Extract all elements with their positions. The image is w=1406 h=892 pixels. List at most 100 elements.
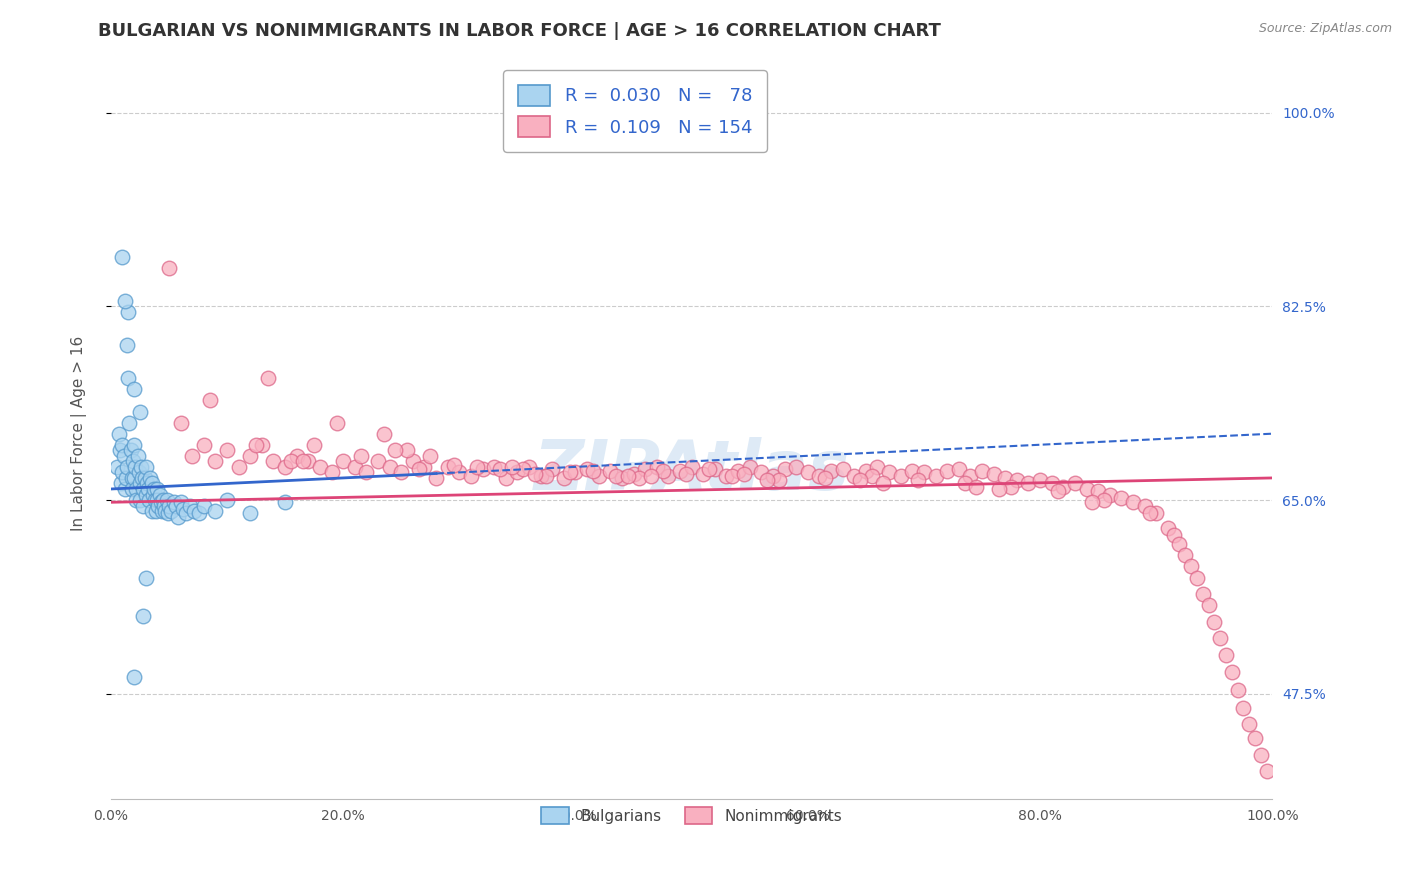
Point: [1256, 764, 1278, 779]
Point: [831, 462, 853, 476]
Point: [384, 443, 406, 458]
Point: [108, 426, 131, 441]
Point: [274, 459, 297, 474]
Point: [122, 471, 145, 485]
Point: [844, 468, 866, 483]
Point: [1076, 482, 1098, 496]
Point: [994, 471, 1017, 485]
Point: [692, 467, 714, 481]
Point: [141, 504, 163, 518]
Point: [860, 468, 883, 483]
Point: [135, 476, 157, 491]
Point: [131, 471, 153, 485]
Point: [901, 464, 924, 478]
Point: [1191, 587, 1213, 601]
Point: [449, 466, 471, 480]
Point: [146, 482, 169, 496]
Point: [1052, 480, 1074, 494]
Point: [1000, 480, 1022, 494]
Point: [153, 499, 176, 513]
Point: [983, 467, 1005, 481]
Point: [121, 471, 143, 485]
Point: [128, 476, 150, 491]
Point: [1092, 493, 1115, 508]
Point: [1204, 615, 1226, 629]
Point: [1215, 648, 1237, 662]
Point: [204, 454, 226, 468]
Point: [988, 482, 1011, 496]
Point: [1163, 528, 1185, 542]
Point: [599, 464, 621, 478]
Point: [280, 454, 302, 468]
Point: [1133, 499, 1156, 513]
Point: [122, 383, 145, 397]
Y-axis label: In Labor Force | Age > 16: In Labor Force | Age > 16: [72, 336, 87, 532]
Point: [112, 449, 135, 463]
Point: [396, 443, 419, 458]
Point: [419, 449, 441, 463]
Point: [953, 476, 976, 491]
Point: [129, 459, 152, 474]
Point: [193, 438, 215, 452]
Point: [165, 499, 187, 513]
Point: [1064, 476, 1087, 491]
Point: [820, 464, 842, 478]
Point: [471, 462, 494, 476]
Legend: Bulgarians, Nonimmigrants: Bulgarians, Nonimmigrants: [530, 796, 853, 835]
Point: [128, 493, 150, 508]
Point: [773, 462, 796, 476]
Point: [193, 499, 215, 513]
Point: [634, 462, 657, 476]
Point: [541, 462, 564, 476]
Point: [768, 473, 790, 487]
Text: Source: ZipAtlas.com: Source: ZipAtlas.com: [1258, 22, 1392, 36]
Point: [148, 499, 170, 513]
Point: [697, 462, 720, 476]
Point: [616, 468, 638, 483]
Point: [139, 471, 162, 485]
Point: [263, 454, 285, 468]
Point: [114, 293, 136, 308]
Point: [215, 493, 238, 508]
Point: [523, 467, 546, 481]
Point: [640, 468, 662, 483]
Point: [188, 506, 211, 520]
Point: [890, 468, 912, 483]
Point: [1168, 537, 1191, 551]
Point: [134, 471, 156, 485]
Point: [749, 466, 772, 480]
Point: [349, 449, 371, 463]
Point: [167, 509, 190, 524]
Point: [117, 371, 139, 385]
Point: [121, 482, 143, 496]
Point: [367, 454, 389, 468]
Point: [135, 459, 157, 474]
Point: [582, 464, 605, 478]
Point: [657, 468, 679, 483]
Point: [132, 482, 155, 496]
Point: [157, 499, 180, 513]
Point: [1046, 484, 1069, 499]
Point: [645, 459, 668, 474]
Point: [408, 462, 430, 476]
Point: [125, 493, 148, 508]
Point: [553, 471, 575, 485]
Point: [959, 468, 981, 483]
Point: [610, 471, 633, 485]
Point: [716, 468, 738, 483]
Point: [152, 493, 174, 508]
Point: [1250, 747, 1272, 762]
Point: [681, 459, 703, 474]
Point: [169, 416, 191, 430]
Point: [179, 499, 201, 513]
Point: [1232, 701, 1254, 715]
Point: [651, 464, 673, 478]
Point: [413, 459, 436, 474]
Point: [1098, 487, 1121, 501]
Point: [1144, 506, 1167, 520]
Point: [297, 454, 319, 468]
Point: [576, 462, 599, 476]
Point: [517, 459, 540, 474]
Point: [309, 459, 332, 474]
Point: [181, 449, 204, 463]
